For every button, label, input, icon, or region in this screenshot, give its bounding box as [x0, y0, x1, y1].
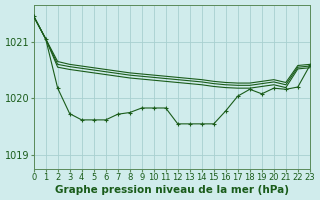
X-axis label: Graphe pression niveau de la mer (hPa): Graphe pression niveau de la mer (hPa): [55, 185, 289, 195]
